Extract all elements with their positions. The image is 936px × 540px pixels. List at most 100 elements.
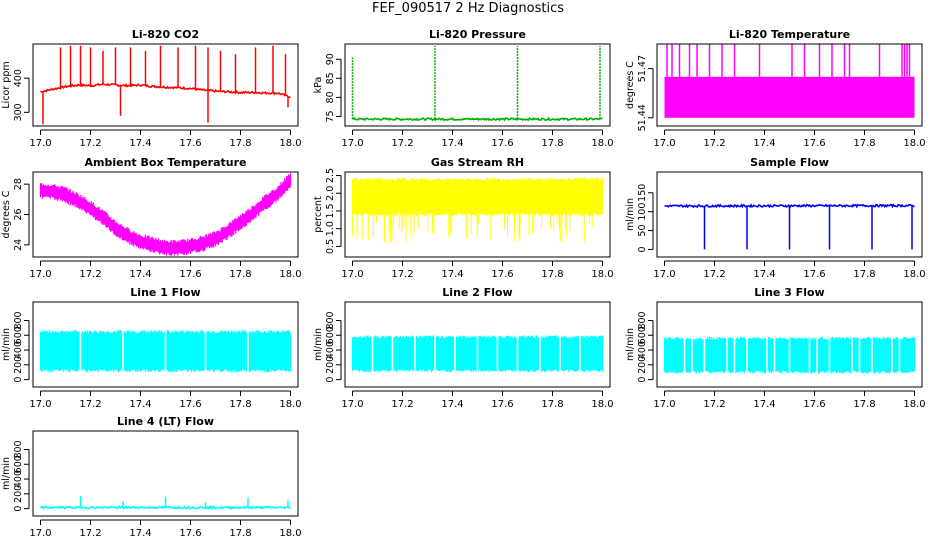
y-tick-label: 800 <box>325 311 336 329</box>
data-series <box>39 173 292 256</box>
x-tick-label: 17.0 <box>29 138 51 149</box>
x-tick-label: 17.8 <box>541 269 563 280</box>
y-tick-label: 200 <box>637 356 648 374</box>
y-tick-label: 0 <box>13 506 24 512</box>
y-tick-label: 600 <box>637 326 648 344</box>
y-tick-label: 200 <box>13 485 24 503</box>
x-tick-label: 18.0 <box>903 399 925 410</box>
y-tick-label: 0 <box>325 377 336 383</box>
x-tick-label: 17.6 <box>179 399 201 410</box>
x-tick-label: 17.8 <box>229 399 251 410</box>
y-tick-label: 24 <box>13 239 24 251</box>
y-axis-label: ml/min <box>1 328 12 361</box>
x-tick-label: 17.8 <box>853 269 875 280</box>
x-tick-label: 17.6 <box>491 269 513 280</box>
x-tick-label: 17.8 <box>853 138 875 149</box>
data-series <box>664 44 915 118</box>
plot-frame <box>32 43 299 127</box>
x-tick-label: 17.8 <box>541 138 563 149</box>
x-tick-label: 18.0 <box>903 269 925 280</box>
chart-title: Li-820 Temperature <box>729 28 850 41</box>
x-tick-label: 17.0 <box>653 399 675 410</box>
x-tick-label: 17.4 <box>753 138 775 149</box>
x-tick-label: 17.4 <box>441 138 463 149</box>
chart-title: Line 2 Flow <box>442 286 512 299</box>
y-tick-label: 90 <box>325 53 336 65</box>
plot-frame <box>656 43 923 127</box>
data-series <box>663 335 916 375</box>
x-tick-label: 17.6 <box>179 138 201 149</box>
y-tick-label: 75 <box>325 110 336 122</box>
x-tick-label: 17.2 <box>79 399 101 410</box>
y-tick-label: 2.5 <box>325 168 336 183</box>
y-tick-label: 400 <box>13 341 24 359</box>
y-tick-label: 2.0 <box>325 186 336 201</box>
data-series <box>351 333 604 373</box>
chart-panel-line3: Line 3 Flow 17.0 17.2 17.4 17.6 17.8 18.0 0 2004… <box>625 286 926 410</box>
y-tick-label: 1.5 <box>325 203 336 218</box>
data-line <box>40 82 291 99</box>
y-axis-label: ml/min <box>1 457 12 490</box>
chart-title: Line 1 Flow <box>130 286 200 299</box>
data-line <box>39 504 291 511</box>
x-tick-label: 17.6 <box>491 138 513 149</box>
x-tick-label: 18.0 <box>591 399 613 410</box>
x-tick-label: 17.0 <box>341 399 363 410</box>
x-tick-label: 17.2 <box>391 399 413 410</box>
chart-panel-sample: Sample Flow 17.0 17.2 17.4 17.6 17.8 18.0 0 50 10… <box>625 156 926 280</box>
x-tick-label: 17.0 <box>341 269 363 280</box>
chart-panel-line4: Line 4 (LT) Flow 17.0 17.2 17.4 17.6 17.8 18.0… <box>1 415 302 539</box>
plot-frame <box>656 171 923 258</box>
chart-panel-co2: Li-820 CO2 17.0 17.2 17.4 17.6 17.8 18.0 300 400… <box>1 28 302 149</box>
plot-frame <box>656 301 923 388</box>
x-tick-label: 17.4 <box>129 269 151 280</box>
y-axis-label: degrees C <box>625 61 636 109</box>
chart-title: Sample Flow <box>750 156 829 169</box>
chart-panel-line1: Line 1 Flow 17.0 17.2 17.4 17.6 17.8 18.0 0 2004… <box>1 286 302 410</box>
data-line <box>352 116 603 122</box>
plot-frame <box>344 301 611 388</box>
x-tick-label: 17.2 <box>703 138 725 149</box>
x-tick-label: 17.0 <box>29 269 51 280</box>
y-tick-label: 50 <box>637 225 648 237</box>
y-tick-label: 0 <box>637 377 648 383</box>
figure-title: FEF_090517 2 Hz Diagnostics <box>372 1 564 16</box>
y-tick-label: 0 <box>637 246 648 252</box>
x-tick-label: 17.6 <box>803 269 825 280</box>
y-axis-label: percent <box>313 196 324 233</box>
data-series <box>39 496 291 511</box>
y-tick-label: 150 <box>637 184 648 202</box>
x-tick-label: 17.8 <box>229 269 251 280</box>
y-tick-label: 26 <box>13 208 24 220</box>
plot-frame <box>344 171 611 258</box>
plot-frame <box>32 301 299 388</box>
data-series <box>664 203 915 250</box>
x-tick-label: 17.6 <box>803 138 825 149</box>
chart-title: Li-820 Pressure <box>429 28 526 41</box>
x-tick-label: 17.2 <box>391 138 413 149</box>
y-axis-label: ml/min <box>625 198 636 231</box>
y-tick-label: 1.0 <box>325 221 336 236</box>
y-tick-label: 28 <box>13 178 24 190</box>
x-tick-label: 18.0 <box>279 138 301 149</box>
y-tick-label: 300 <box>13 103 24 121</box>
x-tick-label: 17.2 <box>79 269 101 280</box>
x-tick-label: 18.0 <box>279 528 301 539</box>
plot-frame <box>32 171 299 258</box>
data-line <box>664 203 915 209</box>
x-tick-label: 17.2 <box>79 138 101 149</box>
x-tick-label: 18.0 <box>903 138 925 149</box>
x-tick-label: 17.6 <box>179 269 201 280</box>
y-tick-label: 200 <box>13 356 24 374</box>
y-axis-label: degrees C <box>1 190 12 238</box>
chart-panel-temperature: Li-820 Temperature 17.0 17.2 17.4 17.6 17.8 18… <box>625 28 926 149</box>
y-tick-label: 800 <box>13 440 24 458</box>
y-tick-label: 0 <box>13 377 24 383</box>
y-tick-label: 0.5 <box>325 239 336 254</box>
y-tick-label: 400 <box>325 341 336 359</box>
y-tick-label: 200 <box>325 356 336 374</box>
y-axis-label: kPa <box>313 77 324 94</box>
x-tick-label: 17.4 <box>753 399 775 410</box>
y-axis-label: Licor ppm <box>1 61 12 108</box>
data-series <box>351 177 604 243</box>
